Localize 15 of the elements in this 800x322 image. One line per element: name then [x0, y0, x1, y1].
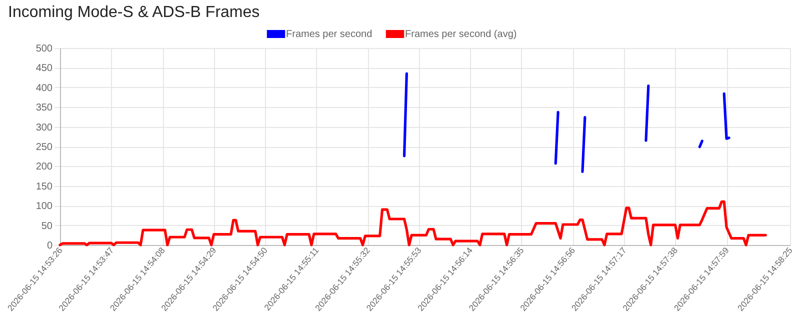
y-tick-label: 200 [36, 162, 53, 173]
legend-label: Frames per second (avg) [405, 29, 517, 40]
y-tick-label: 100 [36, 201, 53, 212]
y-tick-label: 250 [36, 142, 53, 153]
y-tick-label: 500 [36, 44, 53, 54]
line-series [58, 200, 767, 246]
y-tick-label: 450 [36, 63, 53, 74]
y-tick-label: 150 [36, 181, 53, 192]
legend-label: Frames per second [286, 29, 372, 40]
y-tick-label: 400 [36, 82, 53, 94]
y-tick-label: 50 [41, 220, 53, 232]
y-tick-label: 350 [36, 102, 53, 114]
chart-title: Incoming Mode-S & ADS-B Frames [8, 4, 260, 21]
y-tick-label: 0 [46, 240, 53, 252]
y-tick-label: 300 [36, 122, 53, 134]
